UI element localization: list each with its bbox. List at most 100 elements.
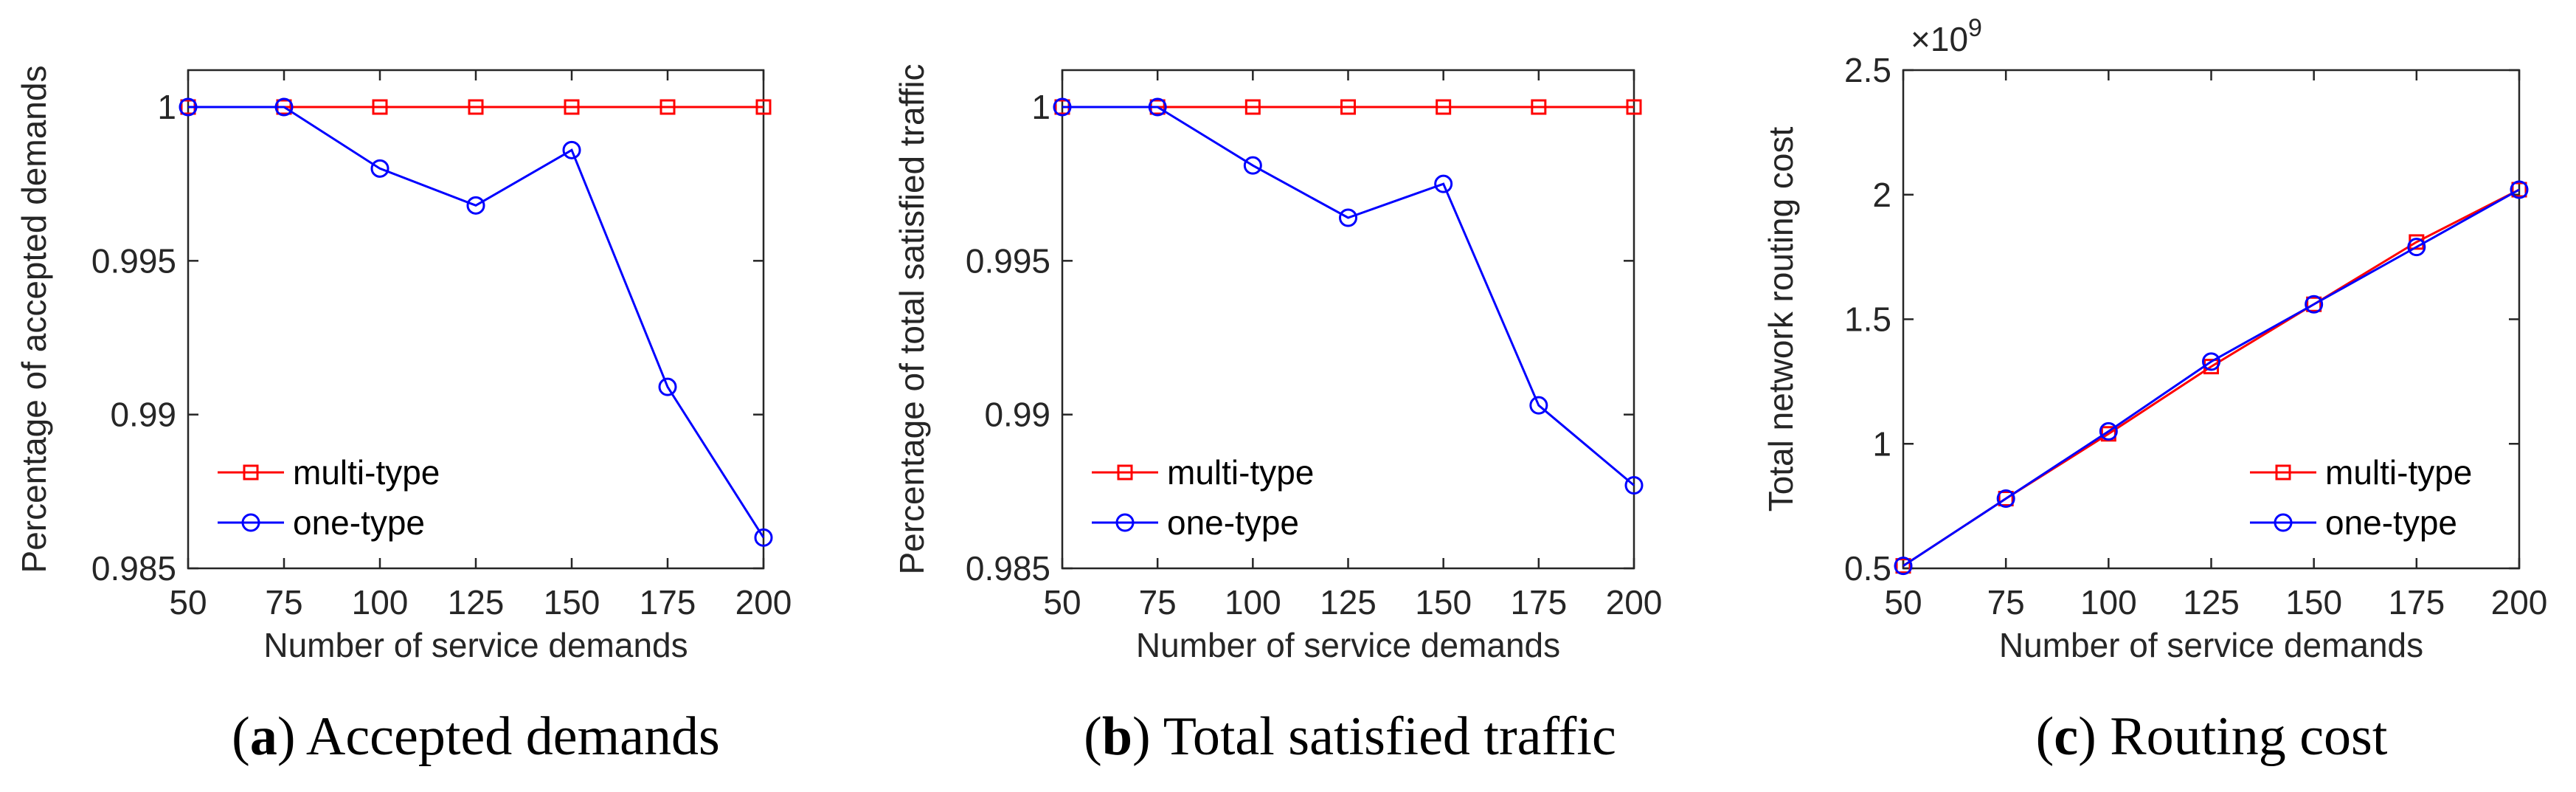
data-point-circle [1339,208,1357,227]
x-axis-label: Number of service demands [263,626,688,664]
caption-paren-open: ( [1084,706,1102,767]
series-line-one-type [1902,188,2520,567]
x-tick-label: 100 [1225,583,1281,621]
data-point-square [659,99,676,115]
y-tick-label: 0.995 [91,241,176,280]
y-tick-label: 1 [157,88,176,126]
caption-paren-close: ) [277,706,296,767]
data-point-circle [179,97,198,117]
x-tick-label: 75 [1139,583,1177,621]
data-point-circle [274,97,294,117]
data-point-circle [658,377,677,396]
data-point-circle [1529,396,1548,415]
data-point-circle [466,196,485,215]
data-point-square [1626,99,1642,115]
y-axis-exponent-power: 9 [1968,14,1982,42]
y-tick-label: 0.995 [966,241,1050,280]
legend-label-multi-type: multi-type [2325,453,2472,492]
panel-caption-c: (c) Routing cost [2036,706,2388,767]
y-tick-label: 0.985 [966,549,1050,588]
legend: multi-type one-type [218,453,440,542]
data-point-square [1531,99,1547,115]
caption-paren-open: ( [232,706,250,767]
data-point-circle [1624,476,1644,495]
caption-paren-close: ) [2078,706,2097,767]
data-point-square [1436,99,1452,115]
series-one-type [1053,97,1644,495]
data-point-square [1340,99,1356,115]
x-tick-label: 150 [544,583,600,621]
y-axis-exponent: ×109 [1911,14,1982,58]
x-tick-label: 75 [1987,583,2025,621]
x-tick-label: 125 [1320,583,1377,621]
caption-letter: b [1102,706,1132,767]
series-one-type [179,97,773,547]
x-tick-label: 150 [2285,583,2342,621]
data-point-square [564,99,580,115]
caption-letter: c [2054,706,2078,767]
x-tick-label: 175 [1510,583,1567,621]
y-axis-label: Total network routing cost [1762,126,1800,512]
legend-label-multi-type: multi-type [293,453,440,492]
data-point-square [372,99,388,115]
data-point-circle [2305,295,2324,314]
legend-marker-square [1117,464,1133,481]
y-tick-label: 1 [1031,88,1050,126]
legend-marker-square [243,464,259,481]
legend-marker-circle [2274,513,2293,532]
x-tick-label: 100 [352,583,409,621]
data-point-circle [1148,97,1167,117]
data-point-square [468,99,484,115]
data-point-circle [2202,352,2220,371]
caption-paren-open: ( [2036,706,2054,767]
data-point-square [2306,296,2322,312]
caption-letter: a [250,706,277,767]
legend: multi-type one-type [1092,453,1314,542]
legend-marker-square [2275,464,2291,481]
data-point-circle [1894,557,1913,576]
y-tick-label: 1 [1872,424,1891,463]
y-tick-label: 0.99 [984,396,1050,434]
data-point-square [755,99,772,115]
data-point-circle [754,528,773,547]
y-tick-label: 2 [1872,176,1891,214]
x-tick-label: 50 [1043,583,1081,621]
data-point-circle [1053,97,1072,117]
y-tick-label: 0.985 [91,549,176,588]
chart-panel-a: 50 75 100 125 150 175 200 0.985 0.99 0.995 1 Number… [15,66,792,664]
caption-text: Routing cost [2097,706,2388,767]
x-tick-label: 125 [448,583,505,621]
plot-area-frame [1902,69,2521,570]
series-one-type [1894,180,2529,576]
series-line-one-type [1062,106,1635,486]
x-tick-label: 50 [169,583,207,621]
data-point-circle [1996,489,2015,508]
x-tick-label: 175 [2388,583,2445,621]
chart-panel-c: 50 75 100 125 150 175 200 0.5 1 1.5 2 2.5 ×109 Number… [1762,14,2547,664]
x-axis-label: Number of service demands [1999,626,2423,664]
y-tick-label: 2.5 [1844,51,1891,89]
series-line-one-type [188,106,765,539]
caption-paren-close: ) [1132,706,1151,767]
legend: multi-type one-type [2250,453,2472,542]
data-point-square [1244,99,1261,115]
plot-area-frame [187,69,765,570]
x-tick-label: 100 [2080,583,2137,621]
data-point-circle [2099,421,2118,441]
x-tick-label: 125 [2183,583,2240,621]
caption-text: Accepted demands [295,706,719,767]
y-tick-label: 0.99 [110,396,176,434]
y-tick-label: 1.5 [1844,300,1891,339]
x-tick-label: 50 [1884,583,1922,621]
plot-area-frame [1061,69,1635,570]
y-axis-label: Percentage of accepted demands [15,66,53,574]
x-tick-label: 200 [2491,583,2548,621]
data-point-circle [2407,238,2426,257]
x-tick-label: 200 [1606,583,1663,621]
data-point-square [1895,558,1911,574]
data-point-square [2511,182,2527,198]
data-point-square [1998,491,2014,506]
data-point-circle [370,159,389,178]
x-tick-label: 75 [265,583,302,621]
